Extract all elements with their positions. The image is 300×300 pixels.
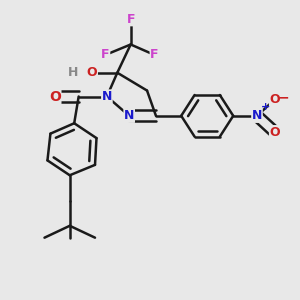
Text: −: −	[278, 90, 290, 104]
Text: H: H	[68, 66, 78, 79]
Text: O: O	[269, 126, 280, 139]
Text: F: F	[150, 48, 159, 62]
Text: N: N	[102, 90, 112, 103]
Text: F: F	[126, 13, 135, 26]
Text: O: O	[49, 89, 61, 103]
Text: N: N	[124, 109, 134, 122]
Text: F: F	[101, 48, 110, 62]
Text: O: O	[269, 93, 280, 106]
Text: +: +	[261, 102, 270, 112]
Text: O: O	[87, 66, 98, 79]
Text: N: N	[252, 109, 262, 122]
